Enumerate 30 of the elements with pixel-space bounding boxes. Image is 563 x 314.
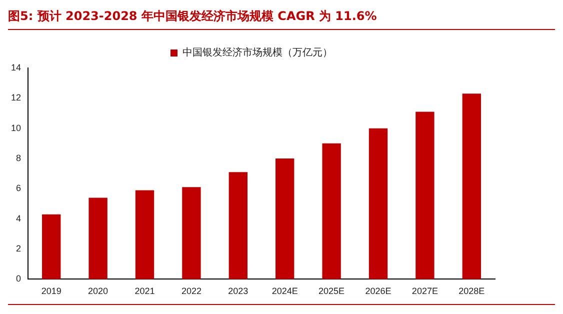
x-tick-label: 2021 xyxy=(134,286,155,296)
bar xyxy=(462,94,481,280)
bar xyxy=(276,158,294,280)
x-tick-label: 2019 xyxy=(41,286,62,296)
y-tick-label: 12 xyxy=(10,92,22,103)
bar xyxy=(228,172,248,280)
y-tick-label: 0 xyxy=(16,274,22,284)
x-tick-label: 2023 xyxy=(228,286,248,296)
y-tick-label: 4 xyxy=(16,213,22,224)
y-tick-label: 6 xyxy=(16,183,22,194)
x-tick-label: 2025E xyxy=(318,286,345,296)
bar xyxy=(368,128,388,280)
chart-title: 图5: 预计 2023-2028 年中国银发经济市场规模 CAGR 为 11.6% xyxy=(8,8,555,30)
bar xyxy=(416,112,434,280)
x-tick-label: 2028E xyxy=(458,286,485,296)
x-tick-label: 2022 xyxy=(181,286,202,296)
legend-label: 中国银发经济市场规模（万亿元） xyxy=(182,46,332,59)
y-tick-label: 2 xyxy=(16,244,22,254)
bar xyxy=(42,214,61,280)
bar xyxy=(88,198,108,280)
x-tick-label: 2024E xyxy=(272,286,298,296)
x-tick-label: 2027E xyxy=(412,286,438,296)
y-tick-label: 8 xyxy=(16,153,22,163)
y-tick-label: 10 xyxy=(10,122,22,133)
x-tick-label: 2020 xyxy=(88,286,108,296)
bar xyxy=(135,190,154,280)
y-tick-label: 14 xyxy=(10,62,22,72)
bar xyxy=(182,187,201,280)
x-tick-label: 2026E xyxy=(365,286,392,296)
bar xyxy=(322,143,341,280)
